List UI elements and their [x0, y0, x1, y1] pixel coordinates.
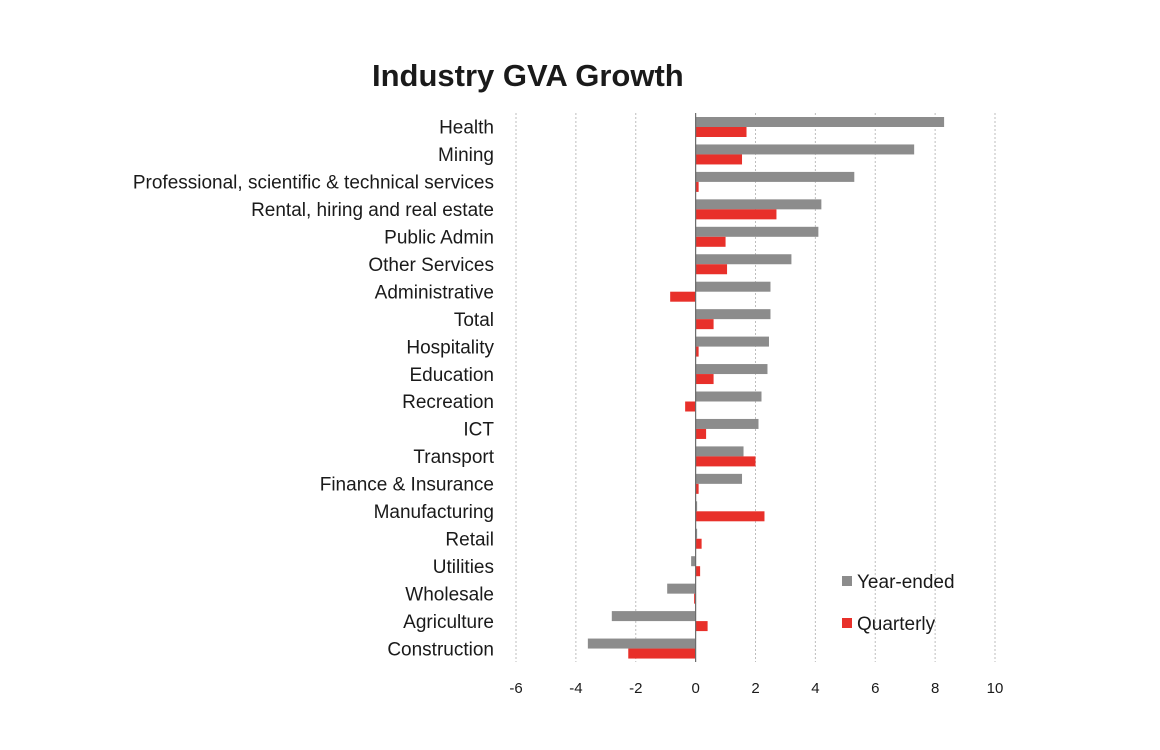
category-label: Mining: [438, 145, 494, 166]
bar-quarterly: [695, 127, 747, 137]
category-label: Construction: [387, 639, 494, 660]
bar-quarterly: [695, 209, 777, 220]
bar-quarterly: [695, 236, 726, 247]
bar-quarterly: [695, 154, 743, 165]
legend: Year-ended Quarterly: [842, 572, 955, 635]
bar-quarterly: [695, 374, 714, 385]
bar-year-ended: [695, 309, 771, 320]
bar-quarterly: [695, 511, 765, 522]
category-label: Total: [454, 310, 494, 331]
bar-quarterly: [695, 264, 728, 275]
tick-labels: -6 -4 -2 0 2 4 6 8 10: [509, 680, 1003, 697]
legend-label-year-ended: Year-ended: [857, 572, 955, 593]
category-label: Education: [409, 365, 494, 386]
bar-year-ended: [695, 199, 822, 210]
bar-year-ended: [695, 446, 744, 457]
category-label: Wholesale: [405, 584, 494, 605]
bar-quarterly: [694, 593, 696, 604]
category-label: ICT: [463, 420, 494, 441]
category-label: Finance & Insurance: [320, 475, 494, 496]
bar-quarterly: [695, 621, 708, 632]
bar-layer: [587, 117, 945, 659]
bar-year-ended: [695, 117, 945, 127]
bar-year-ended: [695, 336, 769, 347]
bar-quarterly: [695, 428, 707, 439]
x-tick-label: -6: [509, 680, 522, 697]
bar-quarterly: [695, 319, 714, 330]
bar-quarterly: [695, 538, 702, 549]
legend-swatch-quarterly: [842, 618, 852, 628]
category-label: Recreation: [402, 392, 494, 413]
bar-year-ended: [691, 556, 696, 567]
x-tick-label: -2: [629, 680, 642, 697]
category-label: Professional, scientific & technical ser…: [133, 173, 494, 194]
category-label: Utilities: [433, 557, 494, 578]
bar-year-ended: [695, 171, 855, 182]
category-label: Public Admin: [384, 228, 494, 249]
category-label: Other Services: [368, 255, 494, 276]
x-tick-label: 2: [751, 680, 759, 697]
bar-year-ended: [695, 254, 792, 265]
bar-year-ended: [695, 226, 819, 237]
bar-year-ended: [695, 281, 771, 292]
bar-quarterly: [695, 483, 699, 494]
bar-quarterly: [695, 181, 699, 192]
bar-year-ended: [667, 583, 696, 594]
category-label: Health: [439, 118, 494, 139]
x-tick-label: -4: [569, 680, 582, 697]
bar-year-ended: [695, 391, 762, 402]
bar-quarterly: [695, 566, 701, 577]
category-label: Transport: [413, 447, 494, 468]
bar-quarterly: [670, 291, 696, 302]
x-tick-label: 0: [691, 680, 699, 697]
category-label: Hospitality: [406, 337, 494, 358]
legend-label-quarterly: Quarterly: [857, 614, 936, 635]
chart-title: Industry GVA Growth: [372, 58, 684, 93]
bar-year-ended: [695, 144, 915, 155]
category-label: Rental, hiring and real estate: [251, 200, 494, 221]
x-tick-label: 8: [931, 680, 939, 697]
x-tick-label: 4: [811, 680, 819, 697]
bar-year-ended: [611, 611, 696, 622]
bar-year-ended: [695, 501, 698, 512]
x-tick-label: 10: [987, 680, 1004, 697]
bar-quarterly: [695, 346, 699, 357]
bar-quarterly: [628, 648, 696, 659]
bar-year-ended: [695, 418, 759, 429]
bar-year-ended: [695, 528, 698, 539]
category-label: Agriculture: [403, 612, 494, 633]
bar-year-ended: [587, 638, 696, 649]
x-tick-label: 6: [871, 680, 879, 697]
legend-swatch-year-ended: [842, 576, 852, 586]
category-label: Retail: [445, 529, 494, 550]
bar-quarterly: [685, 401, 696, 412]
grid-layer: [515, 113, 996, 662]
bar-quarterly: [695, 456, 756, 467]
category-label: Administrative: [375, 282, 494, 303]
bar-year-ended: [695, 364, 768, 375]
bar-year-ended: [695, 473, 743, 484]
category-label: Manufacturing: [374, 502, 494, 523]
category-labels: Health Mining Professional, scientific & t…: [133, 118, 495, 661]
